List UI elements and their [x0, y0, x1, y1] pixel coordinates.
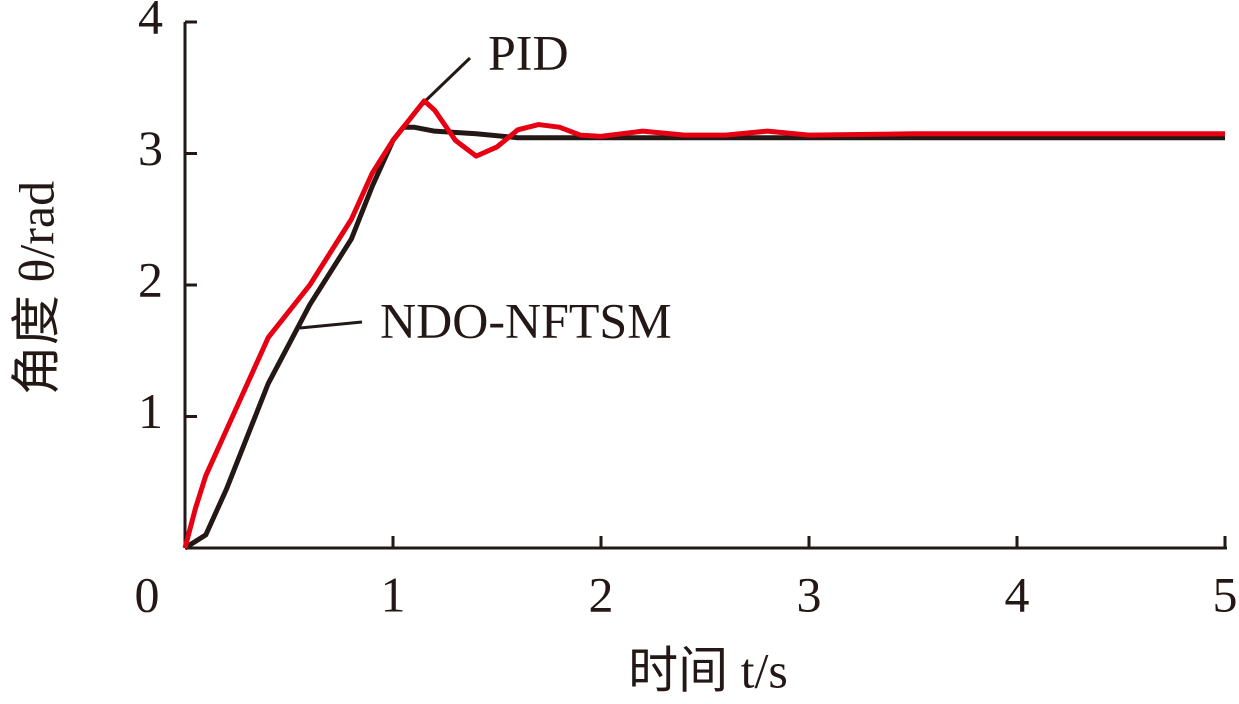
x-tick-label: 1	[381, 566, 406, 622]
annotation-leader	[416, 56, 472, 110]
y-axis-label: 角度 θ/rad	[8, 181, 64, 395]
annotation: NDO-NFTSM	[380, 292, 672, 348]
x-tick-label: 2	[589, 566, 614, 622]
x-axis-label: 时间 t/s	[628, 642, 788, 698]
x-tick-label: 4	[1005, 566, 1030, 622]
y-tick-label: 1	[138, 383, 163, 439]
y-tick-label: 2	[138, 251, 163, 307]
x-tick-label: 5	[1213, 566, 1238, 622]
annotation: PID	[488, 24, 569, 80]
series-line	[183, 124, 1225, 551]
x-tick-label: 0	[135, 566, 160, 622]
y-tick-label: 3	[138, 120, 163, 176]
x-tick-label: 3	[797, 566, 822, 622]
series-line	[182, 98, 1225, 549]
annotation-leader	[299, 320, 363, 330]
y-tick-label: 4	[138, 0, 163, 44]
